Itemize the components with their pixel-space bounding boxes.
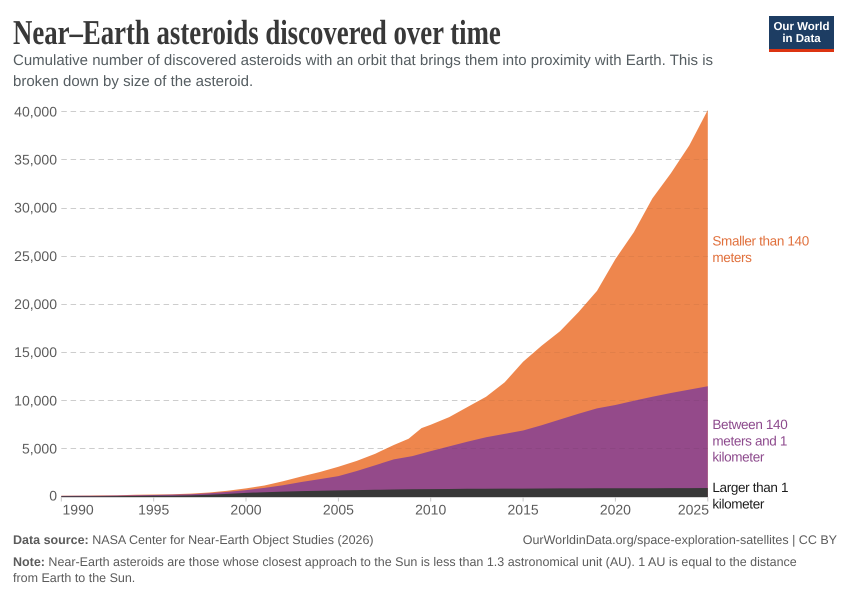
svg-text:40,000: 40,000 — [14, 103, 57, 119]
svg-text:kilometer: kilometer — [712, 450, 764, 465]
svg-text:2005: 2005 — [323, 501, 354, 517]
svg-text:2010: 2010 — [415, 501, 446, 517]
svg-text:Smaller than 140: Smaller than 140 — [712, 234, 808, 249]
svg-text:30,000: 30,000 — [14, 200, 57, 216]
svg-text:kilometer: kilometer — [712, 496, 764, 511]
svg-text:1995: 1995 — [138, 501, 169, 517]
svg-text:Between 140: Between 140 — [712, 417, 787, 432]
svg-text:15,000: 15,000 — [14, 344, 57, 360]
svg-text:10,000: 10,000 — [14, 392, 57, 408]
svg-text:25,000: 25,000 — [14, 248, 57, 264]
svg-text:meters: meters — [712, 250, 752, 265]
svg-text:1990: 1990 — [63, 501, 94, 517]
svg-text:35,000: 35,000 — [14, 152, 57, 168]
svg-text:2025: 2025 — [678, 501, 709, 517]
svg-text:meters and 1: meters and 1 — [712, 433, 787, 448]
svg-text:2020: 2020 — [600, 501, 631, 517]
svg-text:0: 0 — [49, 488, 57, 504]
svg-text:20,000: 20,000 — [14, 296, 57, 312]
svg-text:2000: 2000 — [230, 501, 261, 517]
svg-text:5,000: 5,000 — [22, 441, 57, 457]
svg-text:2015: 2015 — [508, 501, 539, 517]
svg-text:Larger than 1: Larger than 1 — [712, 480, 788, 495]
